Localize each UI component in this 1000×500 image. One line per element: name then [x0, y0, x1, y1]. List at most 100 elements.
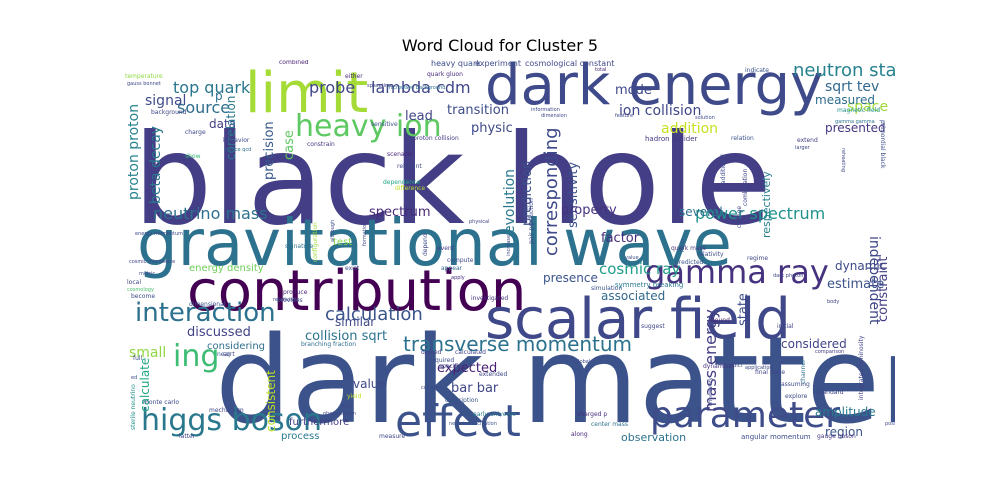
word: provides [277, 297, 303, 304]
word: proton collision [413, 135, 459, 142]
word: neutron star [793, 60, 895, 81]
word: measured [815, 93, 875, 107]
word: precision [262, 121, 277, 180]
word: source [177, 98, 231, 117]
word: dimension [541, 113, 567, 119]
word: cosmological constant [525, 60, 615, 68]
word: dimensional [189, 301, 226, 308]
word: behavior [223, 137, 250, 144]
word: depend [422, 233, 429, 256]
word: dynamic [835, 259, 887, 273]
word: feature [615, 113, 634, 119]
word: produce [283, 289, 308, 296]
word: cosmic microwave [129, 259, 176, 265]
word: background [151, 109, 187, 116]
word: local [127, 279, 141, 286]
word: neutrino mass [153, 204, 268, 223]
word: test [333, 237, 353, 248]
word: temperature [125, 73, 163, 80]
word: cosmology [127, 287, 154, 293]
word: physic [471, 121, 513, 136]
word: contribution [187, 259, 527, 324]
word: solution [695, 115, 715, 121]
word: predict [725, 363, 743, 369]
word: pair production [528, 198, 535, 244]
word: transition [447, 103, 509, 118]
word: monte carlo [143, 399, 180, 406]
word: calculation [325, 304, 423, 325]
word: presence [543, 271, 598, 285]
word: full [133, 355, 143, 362]
word: discussed [187, 325, 251, 340]
word: extended [479, 371, 508, 378]
word: metric [139, 271, 156, 277]
word: quark mass [671, 245, 706, 252]
word: relativistic [273, 297, 299, 303]
word: quark gluon [427, 71, 463, 78]
word: investigated [471, 295, 509, 302]
word: signature [285, 243, 314, 250]
word: space [847, 99, 889, 115]
word: magnetic field [837, 107, 880, 114]
word: relation [731, 135, 754, 142]
word: initial [777, 323, 794, 330]
word: hadron collider [645, 135, 698, 143]
word: scalar field [485, 287, 791, 352]
word: collision [421, 385, 442, 391]
word: case [282, 130, 297, 160]
word: p [215, 89, 223, 103]
word: extend [797, 137, 818, 144]
word: standard [817, 389, 844, 396]
word: gamma ray [645, 253, 829, 291]
word: spacetime [367, 83, 393, 89]
word: angular momentum [741, 433, 811, 441]
word: similar [335, 315, 376, 329]
word: gamma gamma [835, 119, 875, 125]
word: signal [145, 93, 187, 109]
word: total [595, 67, 607, 73]
word: specific [439, 363, 462, 370]
word: show [185, 153, 201, 160]
word: change [736, 205, 743, 228]
word: reheating [840, 148, 846, 173]
word: data [209, 117, 237, 131]
word: evolution [502, 168, 518, 234]
word: formation [362, 221, 368, 246]
word: lattice qcd [225, 147, 252, 153]
word: early universe [473, 411, 516, 418]
word: consistent [264, 370, 278, 432]
word: indicate [745, 67, 769, 74]
word: sterile neutrino [130, 384, 137, 430]
word: body [827, 299, 840, 305]
word: comparison [815, 349, 845, 355]
word: dynamical [703, 363, 734, 370]
word: deined [421, 349, 442, 356]
word: increase [506, 234, 512, 256]
word: interaction [135, 298, 276, 328]
word: dependence [383, 179, 421, 186]
word: information [531, 107, 560, 113]
word: integrated luminosity [858, 335, 865, 400]
word: process [281, 431, 320, 442]
word: ing [173, 339, 220, 374]
word: power spectrum [695, 204, 826, 223]
word: black hole [133, 108, 772, 253]
word: neutrino oscillation [449, 421, 497, 427]
word: ion collision [619, 103, 702, 119]
word: region [825, 425, 863, 439]
word: furthermore [289, 417, 350, 428]
word: compute [447, 257, 474, 264]
word: limit [245, 61, 369, 126]
word: bar bar [451, 381, 499, 396]
word: application [745, 365, 773, 371]
word: beta decay [148, 125, 164, 204]
word: relevant [397, 163, 422, 170]
word: top quark [173, 78, 251, 97]
word: lead [405, 109, 433, 124]
word: assuming [781, 381, 810, 388]
word: gravitational wave [137, 207, 732, 281]
word: yield [347, 393, 362, 400]
word: constrain [307, 141, 335, 148]
word: cosmic ray [599, 260, 681, 278]
word: description [445, 397, 479, 404]
